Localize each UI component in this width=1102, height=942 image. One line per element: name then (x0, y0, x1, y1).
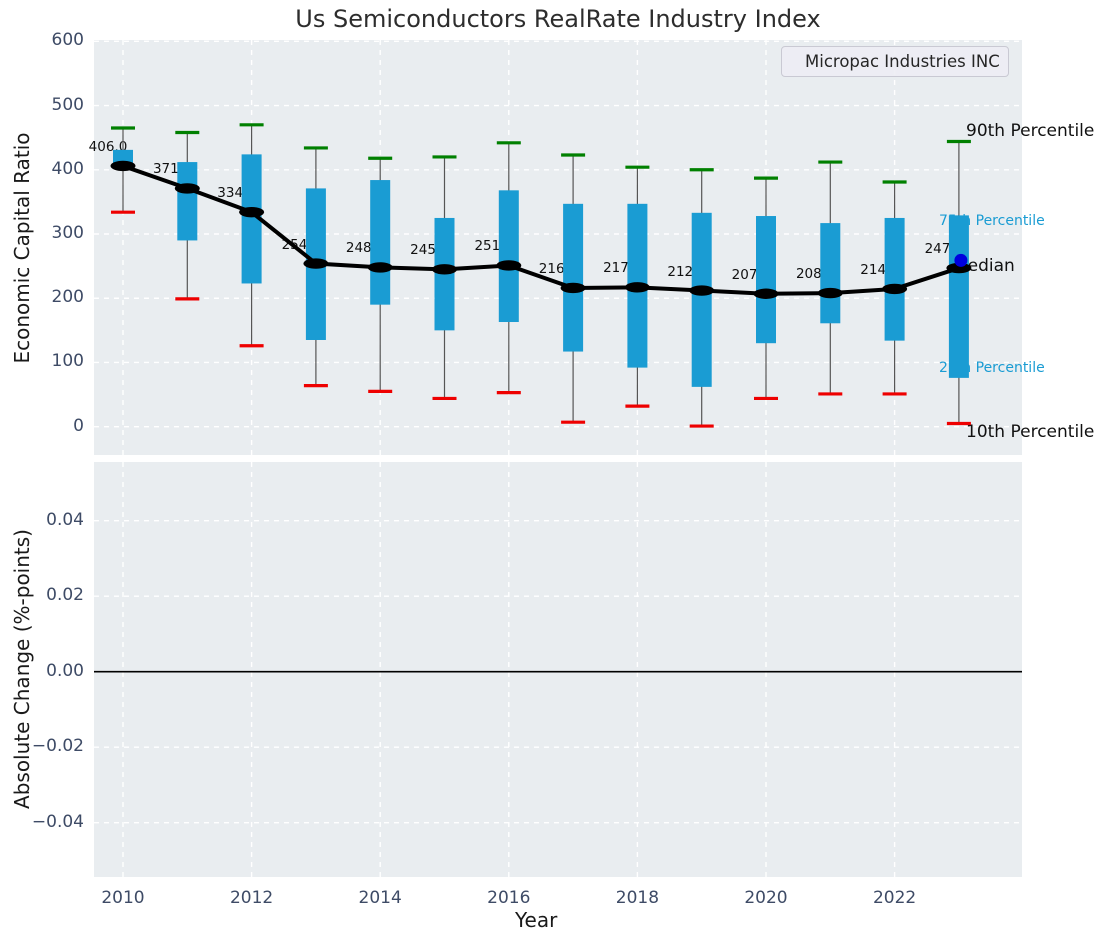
x-tick-2010: 2010 (101, 888, 145, 908)
box-2014 (370, 180, 391, 305)
x-tick-2018: 2018 (615, 888, 660, 908)
median-marker-2011 (174, 183, 200, 194)
box-2016 (498, 190, 519, 323)
bottom-plot-area (94, 462, 1022, 877)
y-tick-top-400: 400 (51, 158, 84, 179)
median-marker-2018 (624, 282, 650, 293)
y-tick-top-500: 500 (51, 94, 84, 115)
y-tick-bottom-4: −0.04 (31, 811, 84, 832)
legend: Micropac Industries INC (781, 46, 1009, 77)
x-tick-2016: 2016 (487, 888, 531, 908)
median-marker-2015 (432, 264, 457, 275)
legend-entry-label: Micropac Industries INC (805, 52, 1000, 71)
median-marker-2012 (239, 206, 265, 218)
median-marker-2017 (560, 282, 586, 294)
y-tick-top-100: 100 (51, 351, 84, 372)
median-marker-2013 (303, 258, 329, 269)
median-marker-2022 (882, 283, 908, 295)
annotation-10th-percentile: 10th Percentile (966, 422, 1095, 442)
box-2017 (563, 203, 584, 352)
median-marker-2010 (110, 160, 136, 172)
x-tick-2022: 2022 (872, 888, 917, 908)
x-tick-2012: 2012 (229, 888, 274, 908)
y-tick-top-300: 300 (51, 223, 84, 243)
x-tick-2014: 2014 (358, 888, 402, 908)
y-tick-top-0: 0 (73, 415, 84, 436)
box-2011 (177, 162, 198, 241)
x-tick-2020: 2020 (744, 888, 788, 908)
y-tick-bottom-2: 0.00 (46, 660, 84, 681)
box-2021 (820, 223, 841, 324)
y-tick-top-600: 600 (51, 30, 84, 51)
median-marker-2021 (817, 287, 843, 299)
median-marker-2023 (946, 262, 972, 274)
box-2020 (756, 216, 776, 344)
annotation-90th-percentile: 90th Percentile (966, 121, 1095, 141)
y-tick-bottom-1: 0.02 (46, 585, 84, 606)
box-2012 (241, 154, 262, 284)
y-tick-bottom-0: 0.04 (46, 509, 84, 530)
chart-title: Us Semiconductors RealRate Industry Inde… (295, 5, 821, 33)
company-point (954, 253, 968, 267)
median-marker-2020 (753, 288, 779, 299)
box-2023 (948, 215, 969, 378)
y-tick-bottom-3: −0.02 (31, 736, 84, 757)
box-2019 (691, 212, 712, 387)
box-2022 (884, 217, 905, 341)
median-marker-2014 (367, 262, 393, 273)
y-tick-top-200: 200 (51, 287, 84, 308)
x-axis-label: Year (515, 908, 558, 932)
median-marker-2019 (689, 285, 715, 296)
median-marker-2016 (496, 260, 522, 271)
